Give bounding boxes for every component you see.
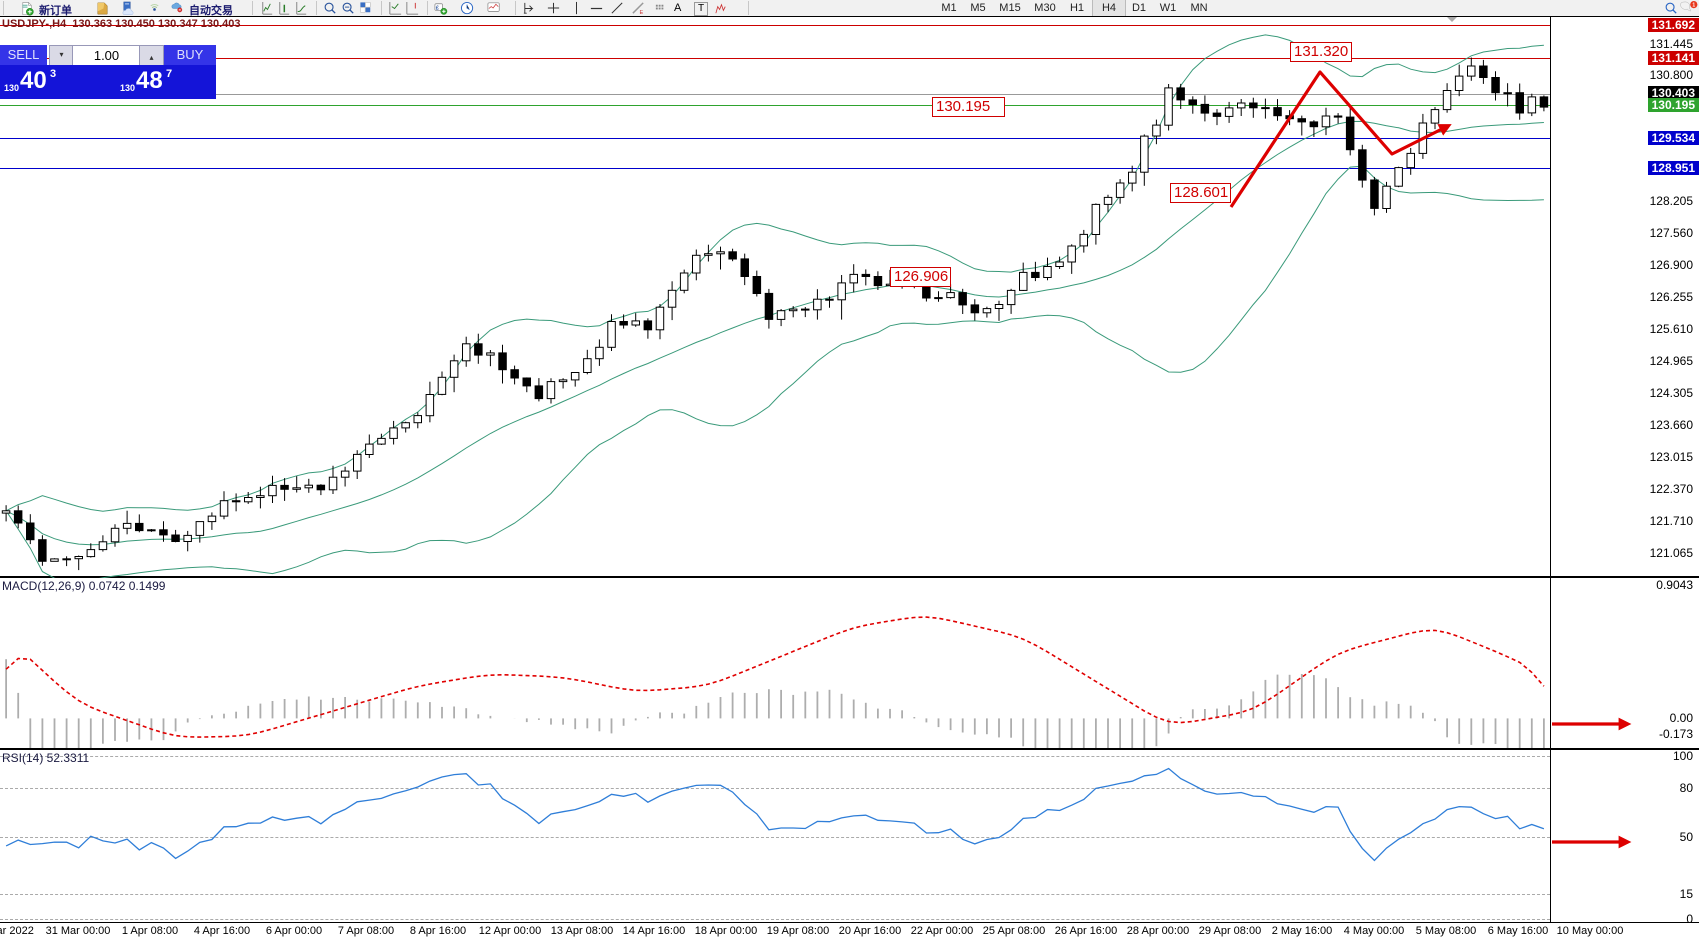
svg-text:1: 1 <box>1692 2 1695 8</box>
